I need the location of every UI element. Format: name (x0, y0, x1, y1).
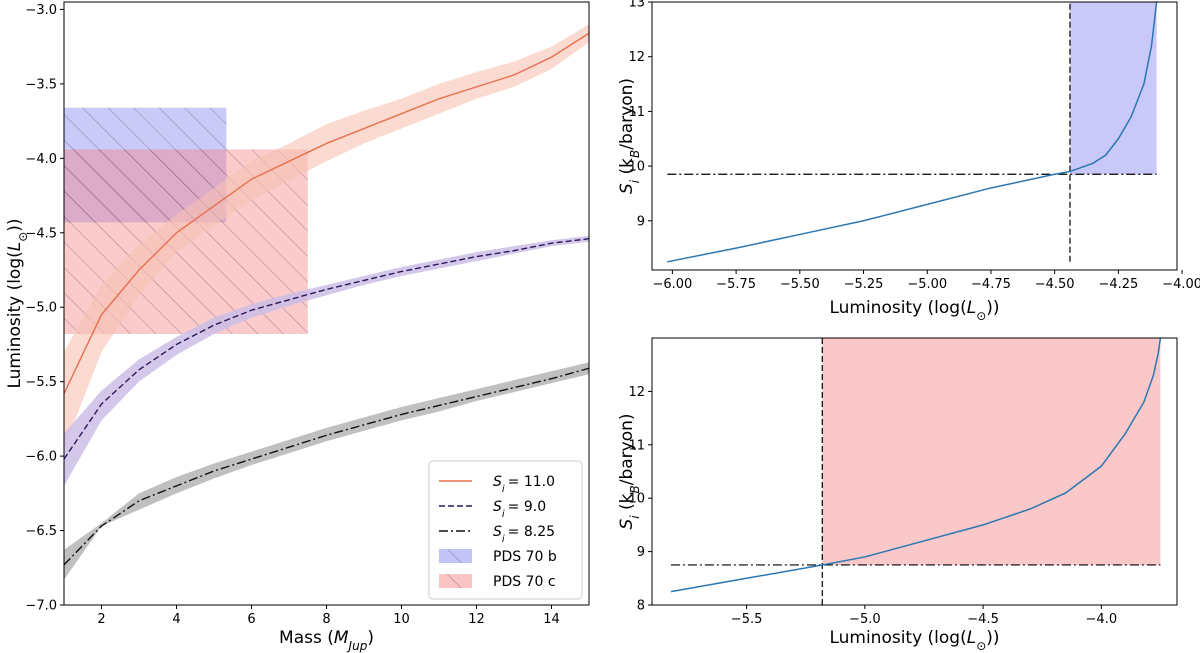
x-tick-label: −4.75 (971, 277, 1011, 292)
legend-label: PDS 70 b (493, 549, 557, 565)
y-tick-label: −4.5 (25, 226, 57, 241)
x-tick-label: −4.5 (967, 612, 999, 627)
series-uncertainty-band (64, 24, 589, 449)
x-tick-label: 14 (543, 612, 560, 627)
legend-label: Si = 9.0 (493, 499, 546, 520)
pds70-allowed-region (822, 338, 1161, 565)
y-tick-label: 11 (628, 438, 645, 453)
y-axis-label: Si (kB/baryon) (617, 413, 642, 529)
series-uncertainty-band (64, 235, 589, 486)
top-right-panel-entropy-vs-luminosity-pds70b: −6.00 −5.75 −5.50 −5.25 −5.00 −4.75 −4.50 −4.25… (617, 0, 1200, 323)
legend-item: Si = 8.25 (439, 524, 555, 545)
series-si825 (64, 362, 589, 580)
x-axis-label: Luminosity (log(L⊙)) (829, 628, 999, 653)
x-tick-label: −5.50 (780, 277, 820, 292)
top-right-plot-area (667, 2, 1158, 263)
series-line (64, 367, 589, 566)
series-uncertainty-band (64, 362, 589, 580)
legend-box (428, 460, 583, 600)
x-tick-label: 8 (322, 612, 330, 627)
x-axis: −5.5 −5.0 −4.5 −4.0 (731, 605, 1117, 627)
x-tick-label: −5.5 (731, 612, 763, 627)
y-tick-label: 13 (628, 0, 645, 11)
y-axis: −7.0 −6.5 −6.0 −5.5 −5.0 −4.5 −4.0 −3.5 −3.0 (25, 3, 64, 614)
legend-patch-hatch (439, 574, 472, 588)
y-tick-label: 12 (628, 50, 645, 65)
x-tick-label: −5.0 (849, 612, 881, 627)
series-line (64, 32, 589, 394)
y-axis-label: Luminosity (log(L⊙)) (5, 218, 30, 388)
x-axis: 2 4 6 8 10 12 14 (97, 605, 560, 627)
y-tick-label: 8 (637, 599, 645, 614)
axes-frame (651, 1, 1178, 271)
x-axis: −6.00 −5.75 −5.50 −5.25 −5.00 −4.75 −4.50 −4.25… (652, 270, 1200, 292)
legend-item: Si = 9.0 (439, 499, 546, 520)
x-tick-label: −6.00 (652, 277, 692, 292)
y-tick-label: −3.5 (25, 77, 57, 92)
axes-frame (651, 337, 1178, 606)
pds70-allowed-region (1069, 2, 1157, 175)
y-tick-label: −5.5 (25, 375, 57, 390)
x-tick-label: 10 (393, 612, 410, 627)
left-panel-luminosity-vs-mass: 2 4 6 8 10 12 14 −7.0 −6.5 −6.0 −5.5 −5.0 −4.5 −4.0 −3… (5, 1, 590, 653)
legend-patch-hatch (439, 549, 472, 563)
y-tick-label: −4.0 (25, 152, 57, 167)
y-tick-label: −6.0 (25, 450, 57, 465)
y-tick-label: −3.0 (25, 3, 57, 18)
bottom-right-plot-area (670, 338, 1162, 605)
legend-item: PDS 70 b (439, 549, 557, 565)
x-tick-label: 12 (468, 612, 485, 627)
y-tick-label: −5.0 (25, 301, 57, 316)
x-tick-label: −5.00 (907, 277, 947, 292)
series-si9 (64, 235, 589, 486)
y-axis-label: Si (kB/baryon) (617, 78, 642, 194)
x-axis-label: Mass (MJup) (279, 628, 374, 653)
x-tick-label: −4.00 (1162, 277, 1200, 292)
y-axis: 8 9 10 11 12 (628, 385, 652, 614)
legend-item: Si = 11.0 (439, 474, 555, 495)
y-tick-label: 10 (628, 160, 645, 175)
y-tick-label: 9 (637, 214, 645, 229)
legend-label: Si = 11.0 (493, 474, 555, 495)
y-tick-label: 10 (628, 492, 645, 507)
left-plot-area (64, 24, 589, 580)
y-tick-label: 12 (628, 385, 645, 400)
series-si11 (64, 24, 589, 449)
x-tick-label: −5.75 (716, 277, 756, 292)
legend-item: PDS 70 c (439, 574, 556, 590)
x-tick-label: −5.25 (844, 277, 884, 292)
y-tick-label: −6.5 (25, 524, 57, 539)
bottom-right-panel-entropy-vs-luminosity-pds70c: −5.5 −5.0 −4.5 −4.0 8 9 10 11 12 Luminosity (log(… (617, 337, 1178, 653)
x-tick-label: −4.25 (1098, 277, 1138, 292)
y-tick-label: 9 (637, 545, 645, 560)
y-tick-label: −7.0 (25, 599, 57, 614)
x-tick-label: 6 (247, 612, 255, 627)
x-tick-label: 4 (172, 612, 180, 627)
x-axis-label: Luminosity (log(L⊙)) (829, 298, 999, 323)
legend: Si = 11.0 Si = 9.0 Si = 8.25 PDS 70 b PDS 70 c (428, 460, 583, 600)
x-tick-label: −4.50 (1035, 277, 1075, 292)
entropy-luminosity-curve (670, 338, 1162, 593)
x-tick-label: 2 (97, 612, 105, 627)
x-tick-label: −4.0 (1086, 612, 1118, 627)
entropy-luminosity-curve (667, 2, 1158, 263)
y-axis: 9 10 11 12 13 (628, 0, 652, 229)
legend-label: Si = 8.25 (493, 524, 555, 545)
y-tick-label: 11 (628, 105, 645, 120)
legend-label: PDS 70 c (493, 574, 556, 590)
